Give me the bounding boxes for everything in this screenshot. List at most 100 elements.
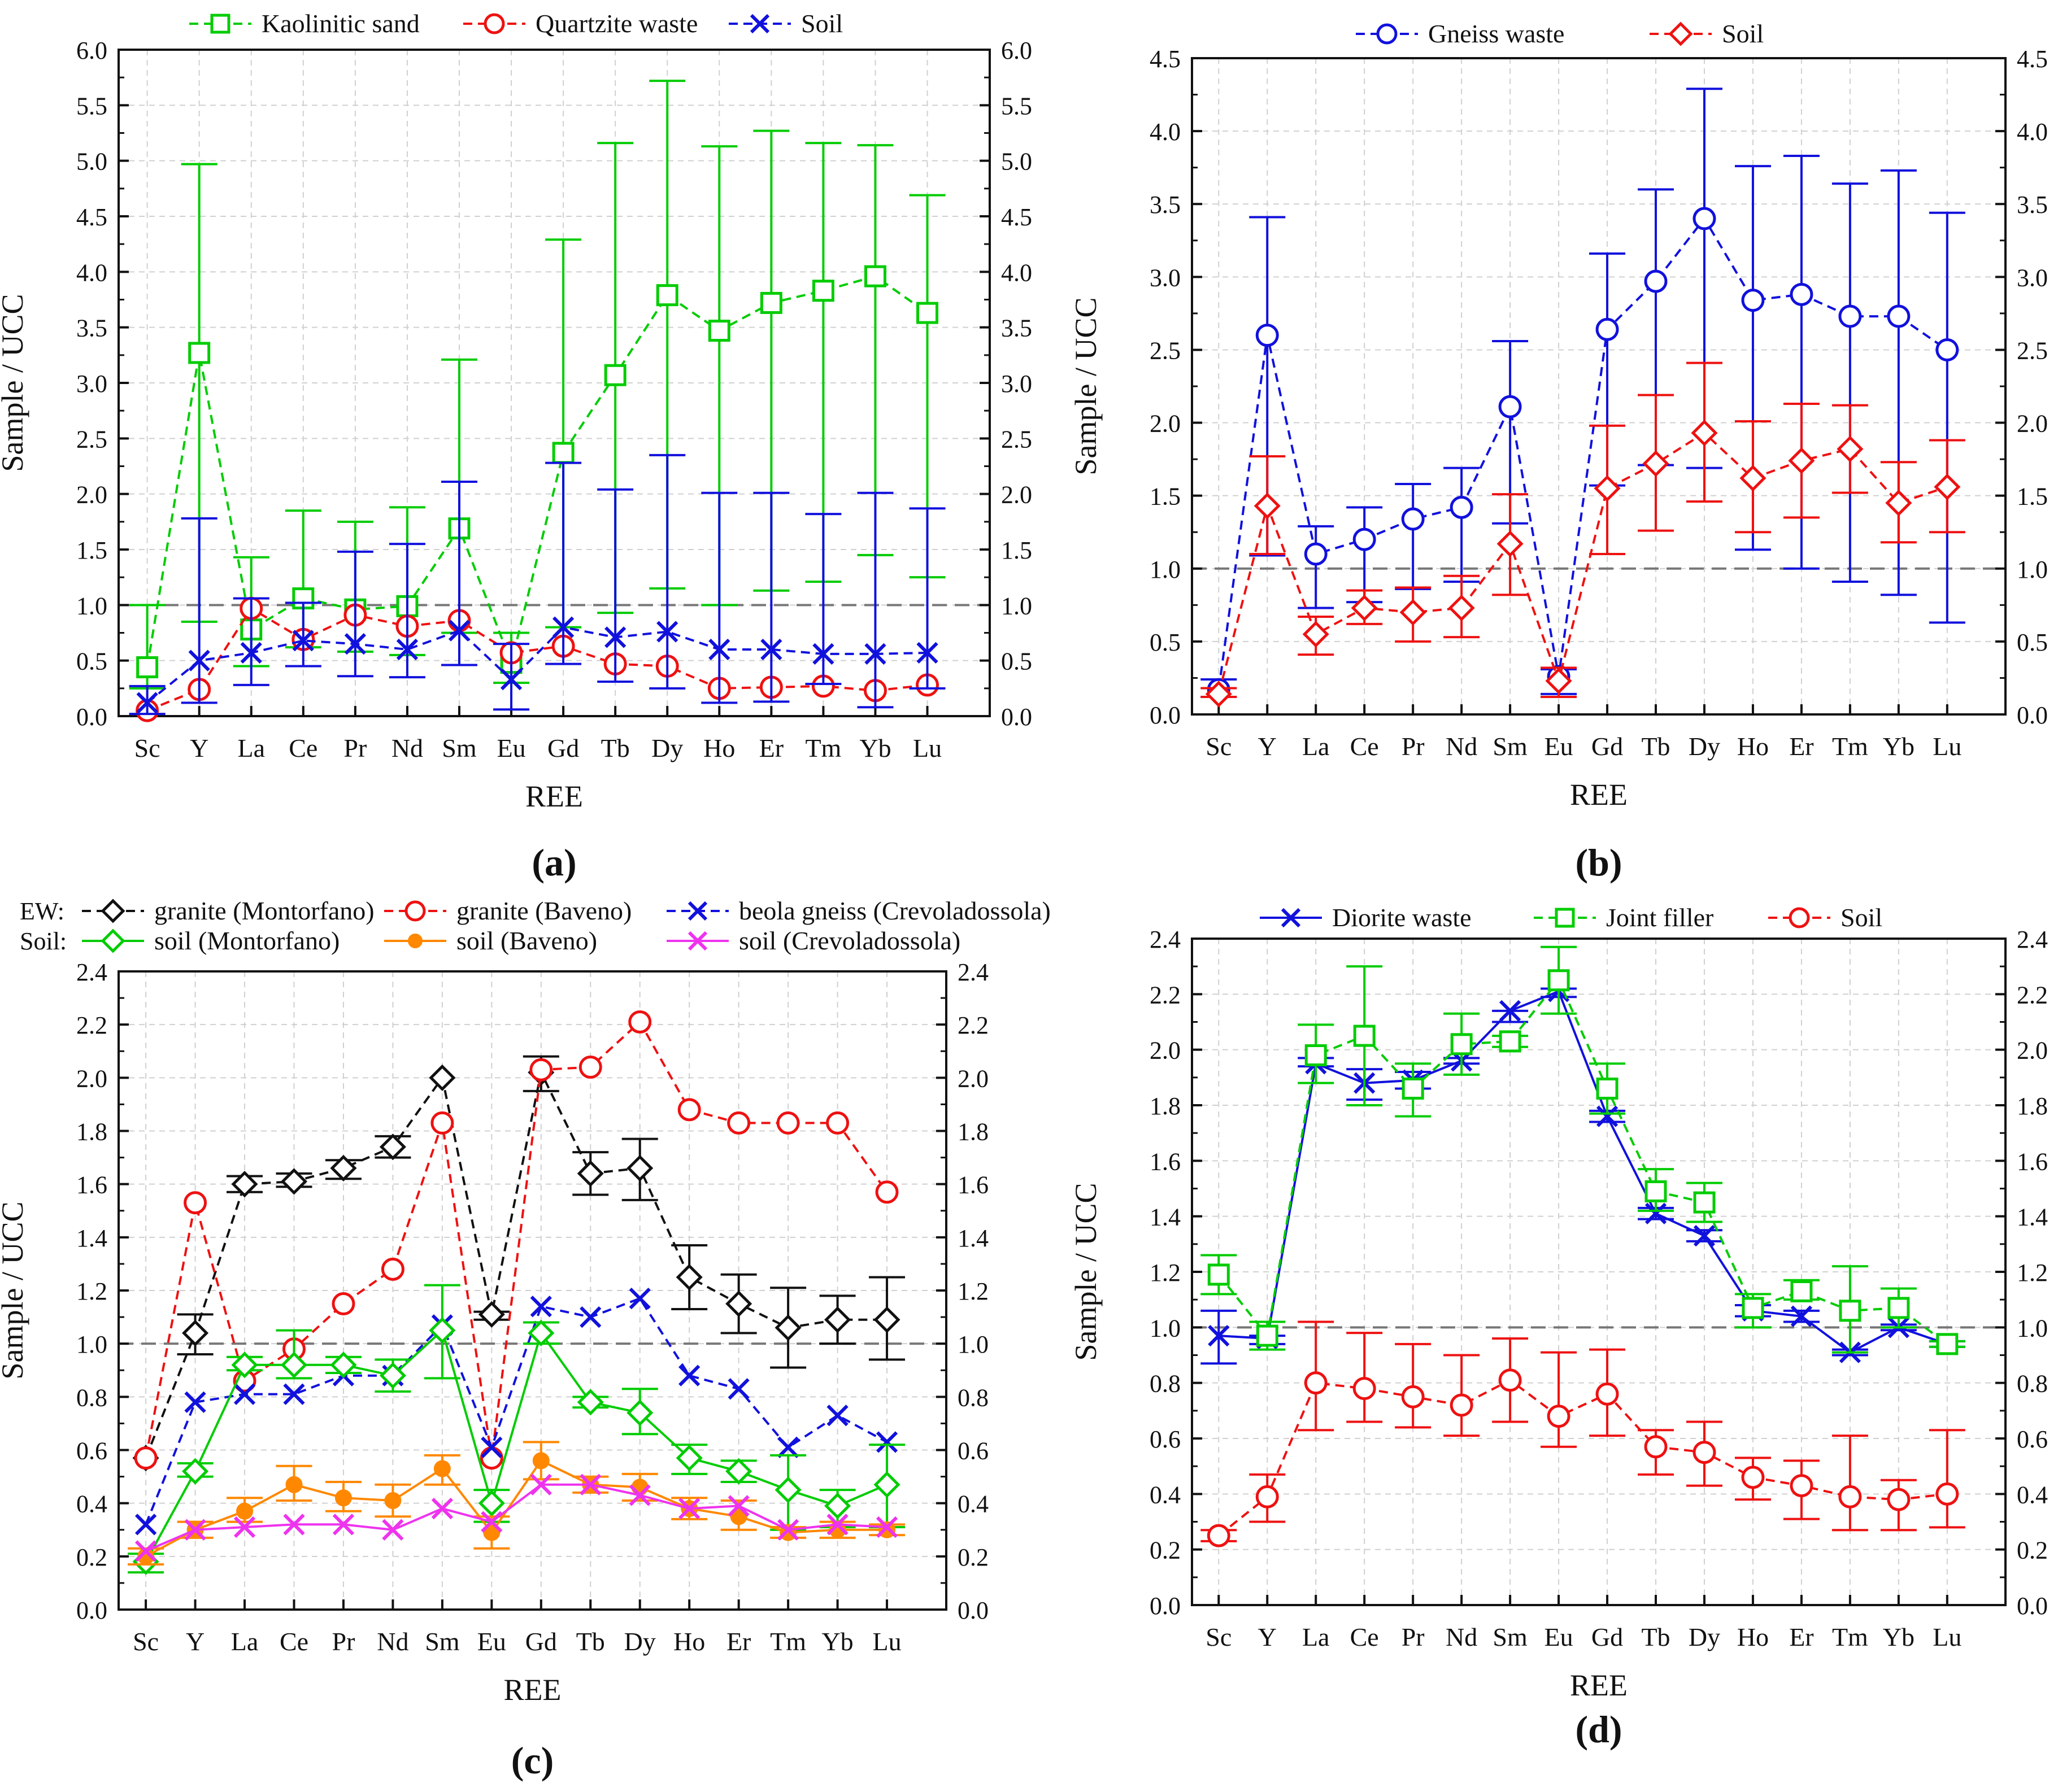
legend-marker bbox=[688, 901, 708, 921]
data-point bbox=[1352, 527, 1376, 551]
y-tick-label-left: 0.6 bbox=[76, 1437, 107, 1465]
data-point bbox=[184, 1519, 206, 1541]
data-point bbox=[1887, 1488, 1911, 1511]
data-point bbox=[777, 1436, 799, 1458]
y-tick-label-right: 6.0 bbox=[1001, 37, 1032, 64]
data-point bbox=[530, 1296, 552, 1318]
data-point bbox=[231, 1171, 258, 1198]
data-point bbox=[1788, 447, 1815, 474]
y-tick-label-left: 0.0 bbox=[76, 703, 107, 731]
y-tick-label-right: 2.0 bbox=[958, 1065, 989, 1092]
data-point bbox=[188, 649, 210, 672]
y-tick-label-right: 0.0 bbox=[2017, 1592, 2048, 1620]
series-soil bbox=[1200, 361, 1965, 708]
data-point bbox=[134, 1514, 157, 1536]
data-point bbox=[626, 1154, 654, 1181]
y-tick-label-right: 2.4 bbox=[958, 958, 989, 986]
legend-entry: Soil bbox=[1650, 19, 1764, 48]
data-point bbox=[916, 642, 938, 664]
y-axis-title: Sample / UCC bbox=[1069, 1183, 1103, 1361]
x-tick-label: Y bbox=[1258, 1623, 1277, 1651]
data-point bbox=[552, 442, 575, 464]
y-tick-label-right: 4.5 bbox=[1001, 203, 1032, 231]
data-point bbox=[876, 1516, 898, 1538]
x-tick-label: Ho bbox=[703, 734, 735, 762]
legend-label: Soil bbox=[801, 9, 843, 38]
x-tick-label: Sc bbox=[1206, 732, 1232, 761]
x-tick-label: Sc bbox=[133, 1627, 159, 1656]
y-tick-label-right: 5.0 bbox=[1001, 148, 1032, 176]
data-point bbox=[1254, 492, 1281, 520]
data-point bbox=[1547, 969, 1570, 992]
data-point bbox=[480, 1446, 503, 1470]
y-tick-label-right: 2.2 bbox=[2017, 981, 2048, 1009]
panel-label: (a) bbox=[532, 841, 576, 884]
legend-marker bbox=[1376, 23, 1398, 45]
data-point bbox=[1935, 1482, 1959, 1506]
y-tick-label-right: 1.5 bbox=[1001, 537, 1032, 564]
data-point bbox=[433, 1460, 451, 1477]
data-point bbox=[678, 1364, 701, 1386]
y-axis-title: Sample / UCC bbox=[1069, 297, 1103, 475]
data-point bbox=[812, 280, 834, 302]
data-point bbox=[1595, 317, 1619, 341]
data-point bbox=[1838, 304, 1862, 328]
data-point bbox=[1691, 420, 1718, 447]
x-tick-label: Eu bbox=[1544, 1623, 1573, 1651]
y-tick-label-right: 1.8 bbox=[958, 1118, 989, 1146]
series-granite-montorfano bbox=[132, 1055, 906, 1472]
data-point bbox=[1790, 1280, 1813, 1302]
legend-entry: granite (Baveno) bbox=[384, 896, 632, 925]
data-point bbox=[233, 1516, 256, 1538]
legend-label: Gneiss waste bbox=[1428, 19, 1564, 48]
y-tick-label-left: 2.5 bbox=[1150, 337, 1181, 364]
series-line bbox=[145, 1069, 887, 1459]
data-point bbox=[330, 1351, 357, 1379]
y-tick-label-right: 3.5 bbox=[2017, 191, 2048, 219]
series-line bbox=[1217, 431, 1948, 695]
data-point bbox=[182, 1458, 209, 1485]
y-tick-label-left: 3.0 bbox=[1150, 264, 1181, 291]
x-tick-label: Nd bbox=[1446, 732, 1477, 761]
x-tick-label: Lu bbox=[1933, 732, 1961, 761]
y-tick-label-right: 1.0 bbox=[958, 1331, 989, 1358]
data-point bbox=[1399, 599, 1426, 626]
data-point bbox=[1353, 1024, 1376, 1047]
x-tick-label: Ce bbox=[289, 734, 317, 762]
data-point bbox=[1790, 282, 1813, 306]
data-point bbox=[292, 630, 314, 652]
x-tick-label: Tb bbox=[1641, 732, 1670, 761]
panel-label: (b) bbox=[1575, 841, 1622, 884]
y-tick-label-left: 3.0 bbox=[76, 370, 107, 398]
y-tick-label-left: 0.4 bbox=[1150, 1481, 1181, 1508]
legend-marker bbox=[408, 934, 423, 948]
legend-entry: Soil bbox=[1768, 903, 1882, 932]
x-tick-label: Er bbox=[1789, 1623, 1813, 1651]
legend-label: Kaolinitic sand bbox=[262, 9, 420, 38]
series-line bbox=[1218, 1379, 1948, 1537]
data-point bbox=[1499, 1030, 1521, 1053]
series-line bbox=[146, 607, 928, 712]
y-tick-label-right: 3.5 bbox=[1001, 315, 1032, 342]
data-point bbox=[826, 1111, 850, 1135]
y-tick-label-right: 0.6 bbox=[2017, 1425, 2048, 1453]
data-point bbox=[1498, 395, 1522, 418]
data-point bbox=[708, 638, 730, 661]
x-tick-label: La bbox=[1302, 732, 1330, 761]
data-point bbox=[1936, 1333, 1959, 1355]
y-tick-label-right: 0.4 bbox=[2017, 1481, 2048, 1508]
data-point bbox=[577, 1389, 604, 1416]
y-tick-label-right: 1.6 bbox=[958, 1171, 989, 1199]
x-tick-label: La bbox=[237, 734, 265, 762]
data-point bbox=[236, 1502, 254, 1520]
legend-marker bbox=[210, 14, 230, 34]
data-point bbox=[483, 1524, 501, 1541]
series-soil-montorfano bbox=[128, 1284, 906, 1575]
data-point bbox=[1352, 1377, 1376, 1400]
y-tick-label-left: 1.6 bbox=[1150, 1148, 1181, 1175]
x-tick-label: Pr bbox=[343, 734, 367, 762]
data-point bbox=[728, 1378, 750, 1400]
x-tick-label: Dy bbox=[651, 734, 683, 762]
legend-entry: Diorite waste bbox=[1260, 903, 1472, 932]
y-tick-label-right: 2.0 bbox=[1001, 481, 1032, 509]
